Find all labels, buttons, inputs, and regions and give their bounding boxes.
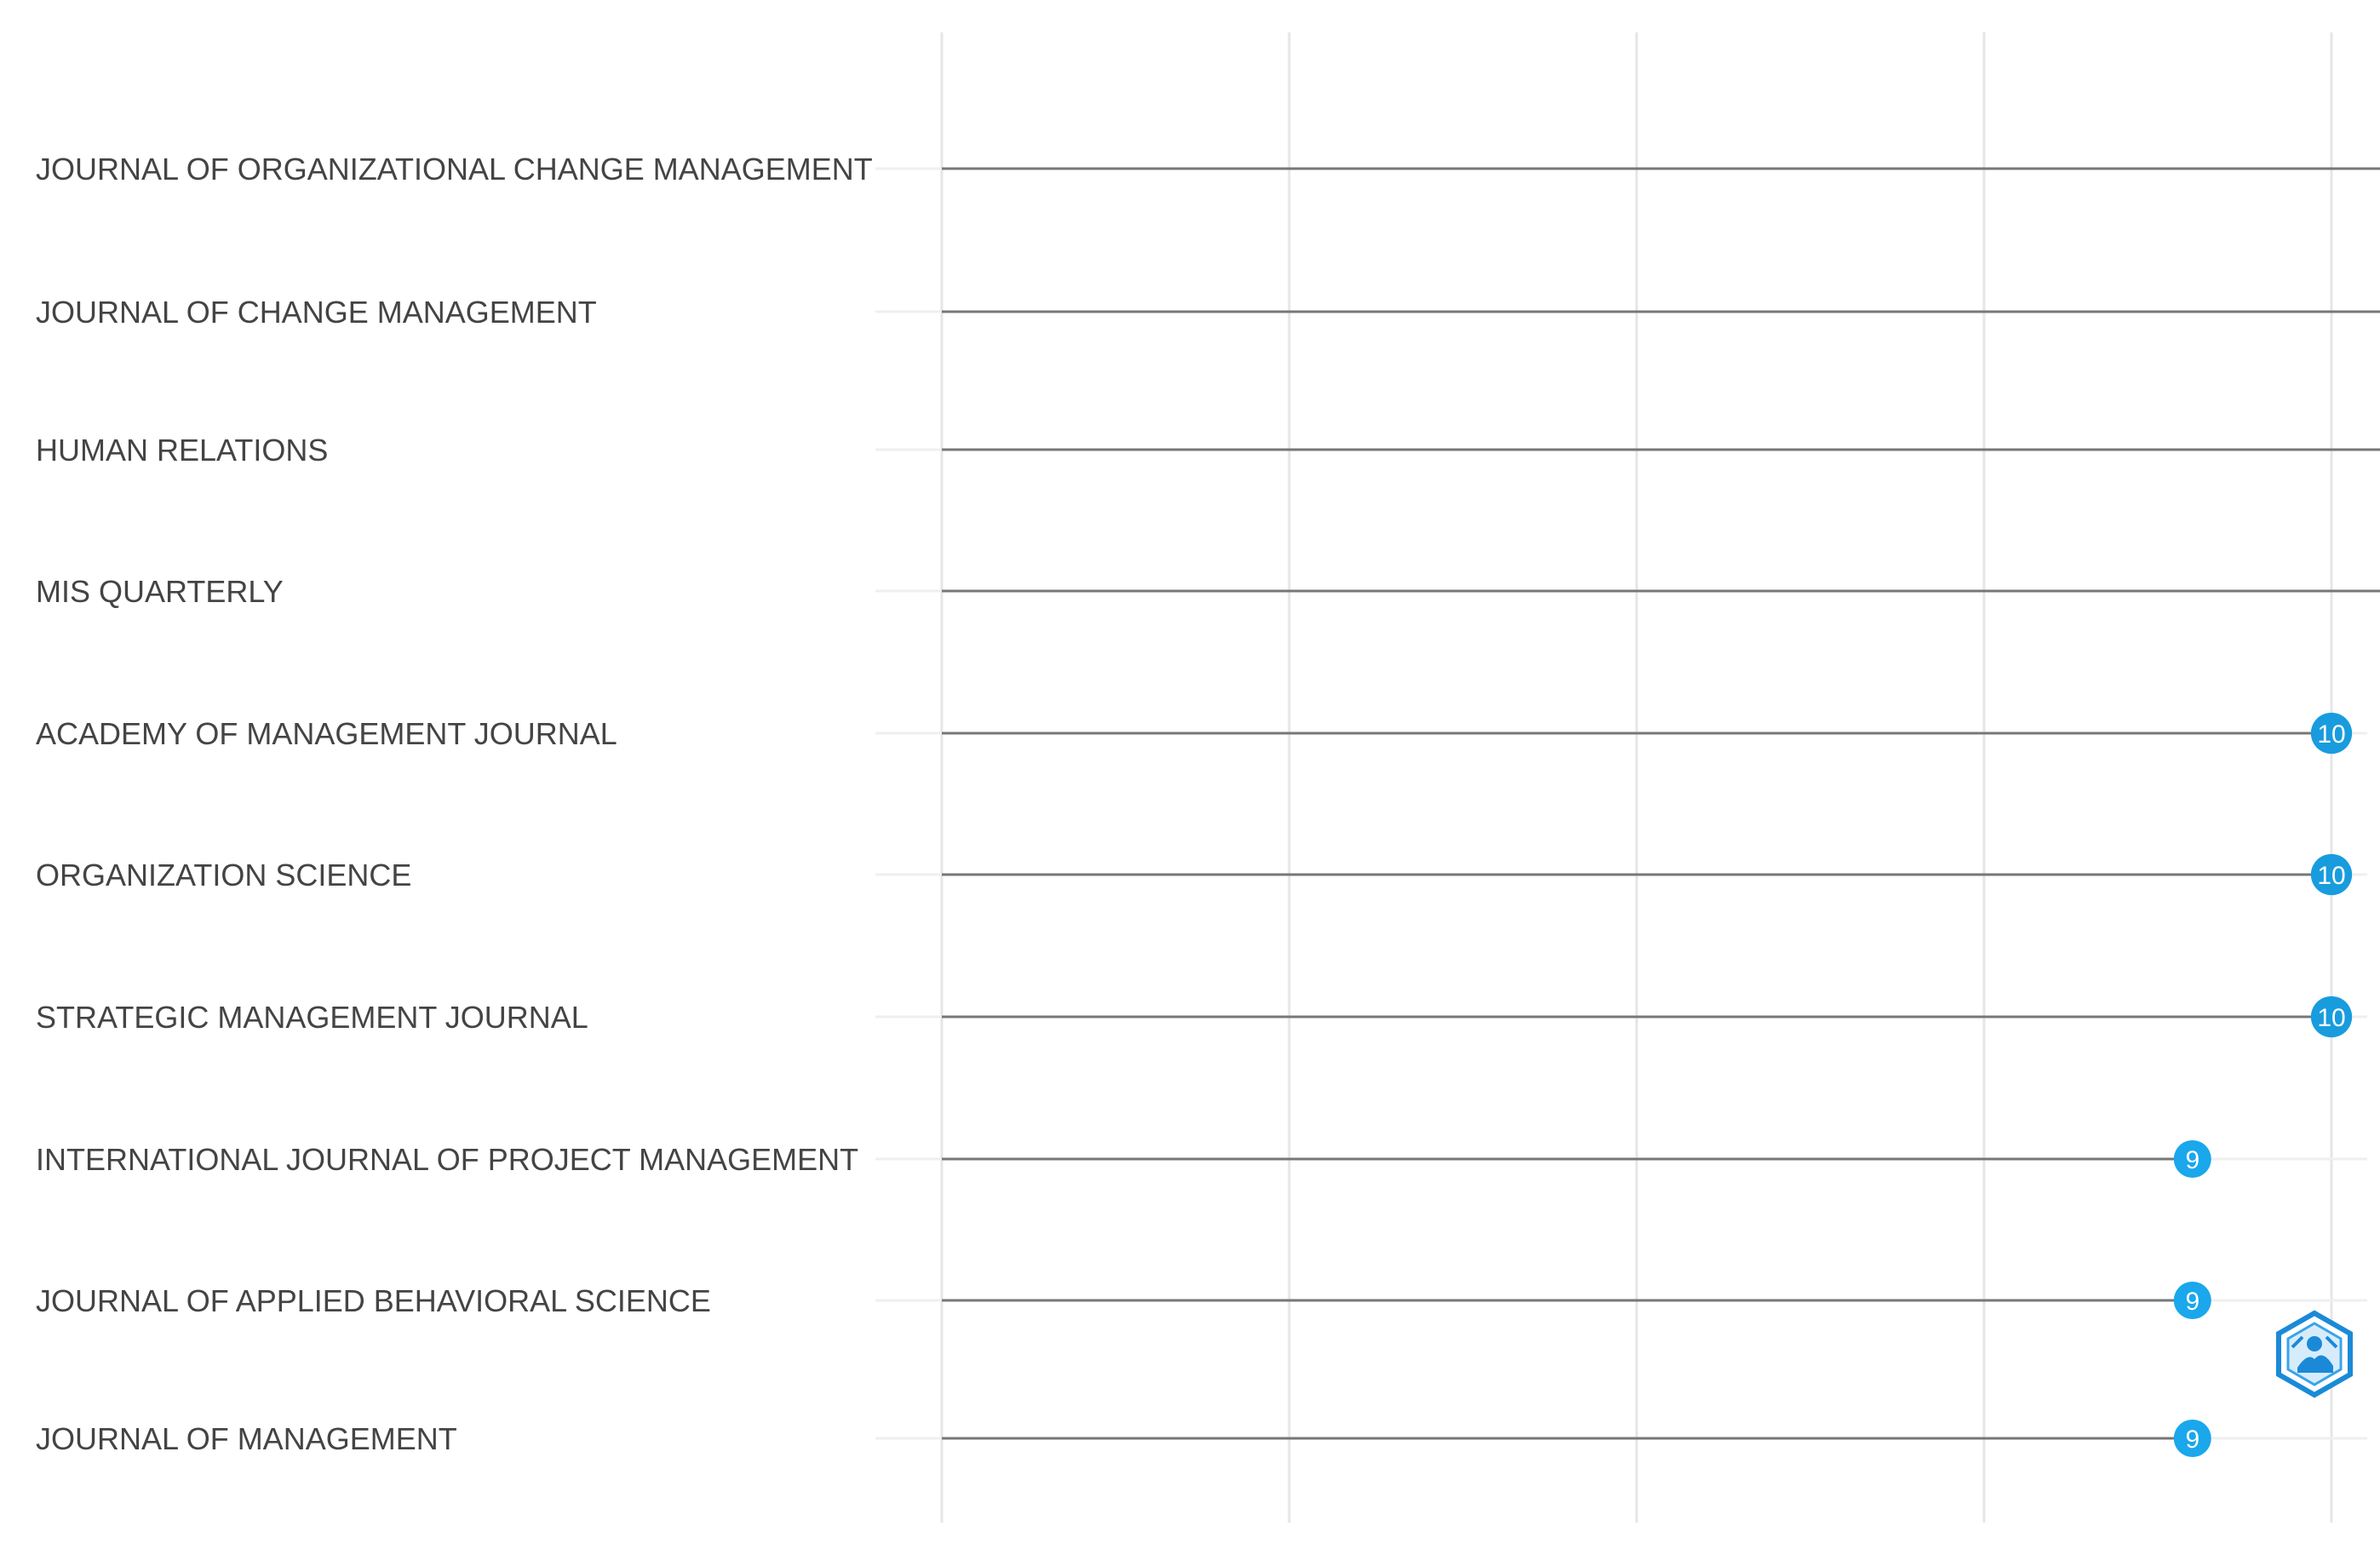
lollipop-dot	[2173, 1140, 2211, 1178]
category-label: JOURNAL OF ORGANIZATIONAL CHANGE MANAGEM…	[36, 152, 873, 186]
dot-layer: 22161111101010999	[2173, 712, 2353, 1457]
lollipop-dot	[2310, 853, 2353, 896]
data-label: 10	[2317, 1004, 2345, 1032]
stem-layer	[942, 167, 2380, 1440]
lollipop-dot	[2310, 996, 2353, 1038]
category-label: ORGANIZATION SCIENCE	[36, 858, 411, 892]
lollipop-dot	[2173, 1282, 2211, 1319]
data-label: 9	[2185, 1146, 2199, 1174]
category-label: MIS QUARTERLY	[36, 574, 284, 609]
category-label: JOURNAL OF CHANGE MANAGEMENT	[36, 295, 597, 330]
category-label: HUMAN RELATIONS	[36, 433, 328, 468]
lollipop-dot	[2173, 1420, 2211, 1457]
data-label: 9	[2185, 1288, 2199, 1316]
category-label-layer: JOURNAL OF ORGANIZATIONAL CHANGE MANAGEM…	[36, 152, 873, 1456]
data-label: 10	[2317, 720, 2345, 749]
category-label: JOURNAL OF APPLIED BEHAVIORAL SCIENCE	[36, 1283, 711, 1318]
category-label: JOURNAL OF MANAGEMENT	[36, 1421, 457, 1456]
lollipop-dot	[2310, 712, 2353, 755]
category-label: ACADEMY OF MANAGEMENT JOURNAL	[36, 716, 617, 751]
data-label: 9	[2185, 1426, 2199, 1454]
data-label: 10	[2317, 862, 2345, 890]
category-label: STRATEGIC MANAGEMENT JOURNAL	[36, 1000, 588, 1035]
hexagon-logo-icon	[2276, 1310, 2353, 1398]
category-label: INTERNATIONAL JOURNAL OF PROJECT MANAGEM…	[36, 1142, 858, 1177]
